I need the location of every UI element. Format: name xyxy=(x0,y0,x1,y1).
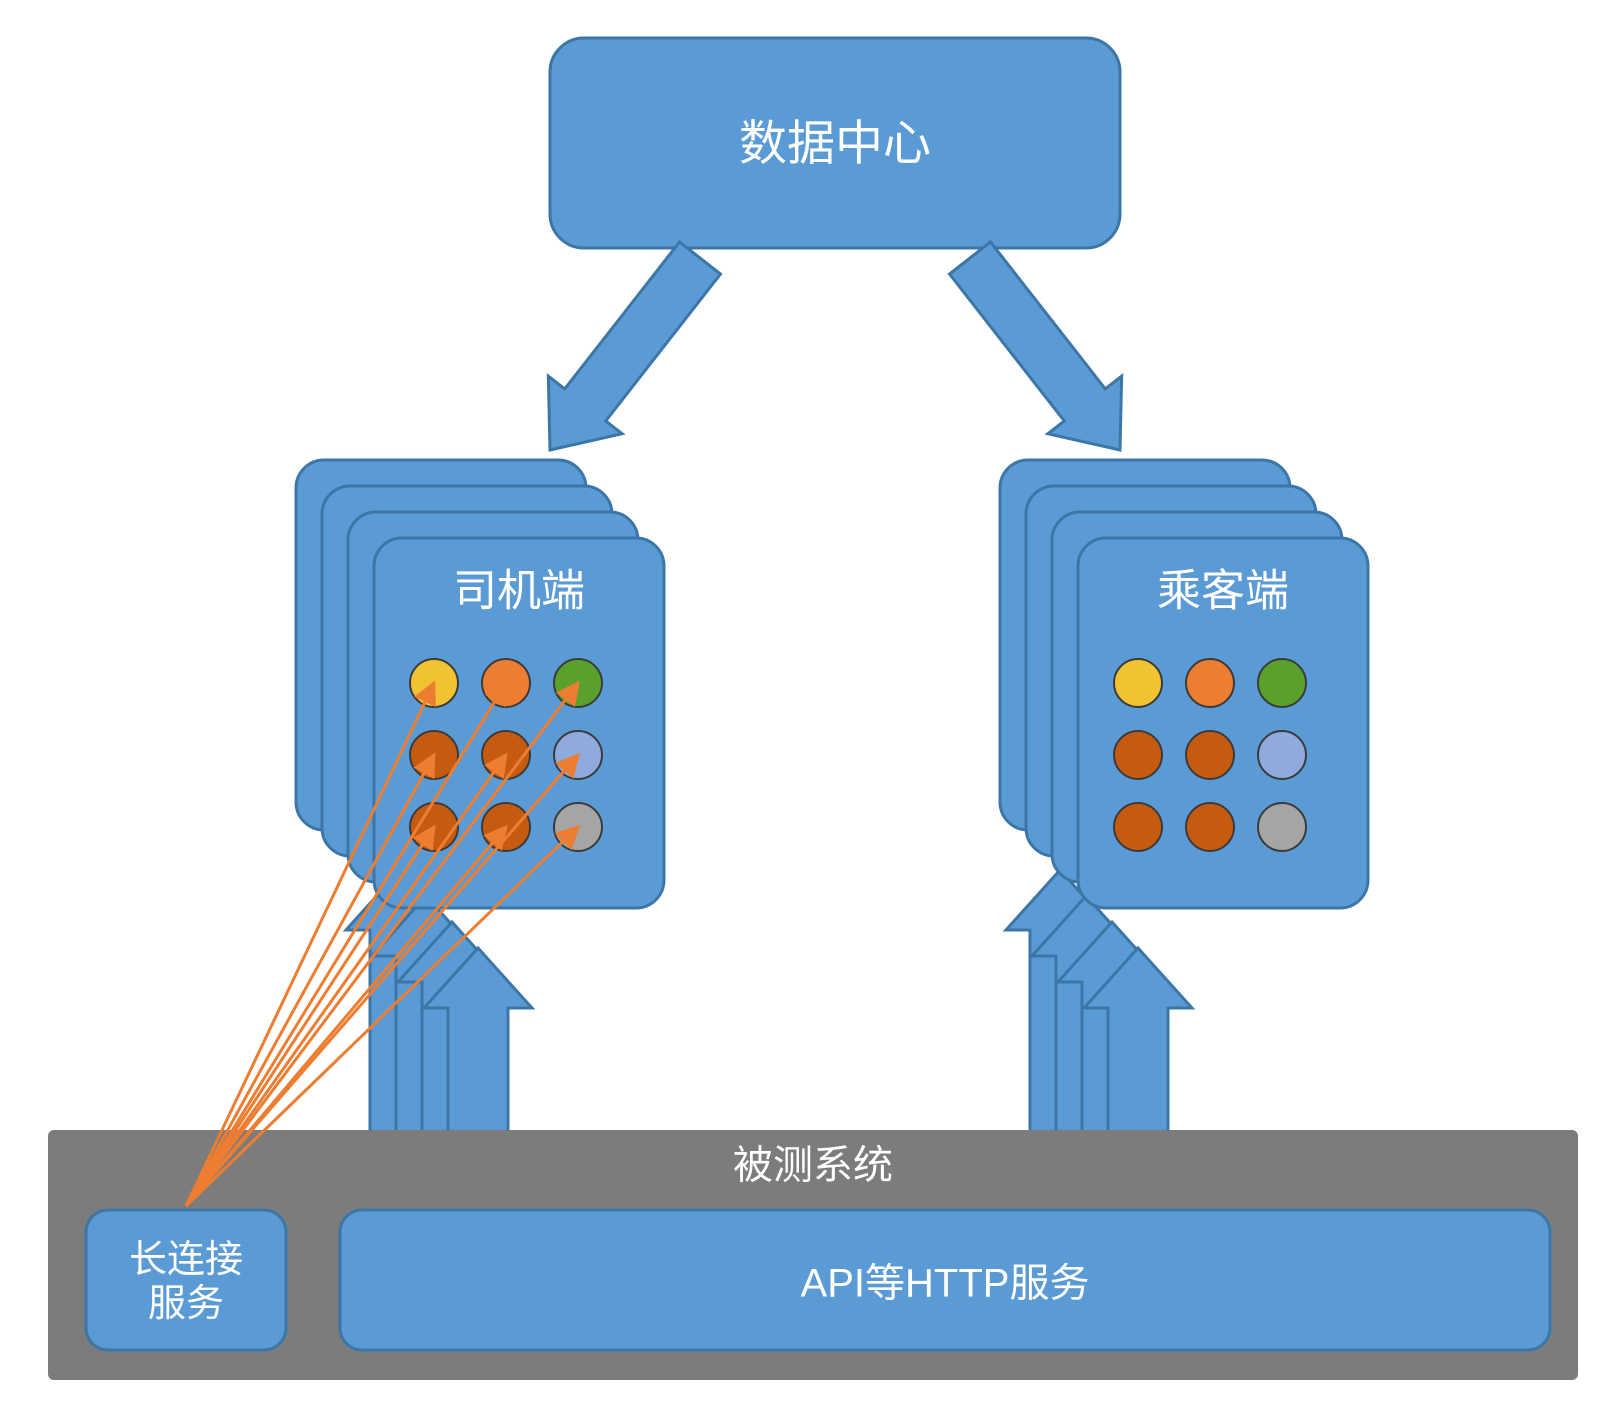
passenger-stack-dot-3-2-1 xyxy=(1186,803,1234,851)
passenger-stack-label-3: 乘客端 xyxy=(1157,567,1289,616)
architecture-diagram: 数据中心司机端司机端司机端司机端乘客端乘客端乘客端乘客端被测系统长连接服务API… xyxy=(0,0,1622,1408)
passenger-stack-dot-3-1-0 xyxy=(1114,731,1162,779)
passenger-stack-dot-3-0-0 xyxy=(1114,659,1162,707)
passenger-stack-dot-3-0-2 xyxy=(1258,659,1306,707)
long-connection-label-2: 服务 xyxy=(148,1283,224,1325)
long-connection-label-1: 长连接 xyxy=(129,1239,243,1281)
passenger-stack-dot-3-1-2 xyxy=(1258,731,1306,779)
data-center-label: 数据中心 xyxy=(739,118,931,171)
passenger-stack-dot-3-0-1 xyxy=(1186,659,1234,707)
driver-stack-label-3: 司机端 xyxy=(453,567,585,616)
api-http-label: API等HTTP服务 xyxy=(801,1262,1090,1306)
arrow-datacenter-to-passenger xyxy=(950,242,1122,450)
passenger-stack-dot-3-2-0 xyxy=(1114,803,1162,851)
sut-panel-label: 被测系统 xyxy=(733,1144,893,1188)
passenger-stack-dot-3-2-2 xyxy=(1258,803,1306,851)
arrow-datacenter-to-driver xyxy=(548,242,720,450)
passenger-stack-dot-3-1-1 xyxy=(1186,731,1234,779)
